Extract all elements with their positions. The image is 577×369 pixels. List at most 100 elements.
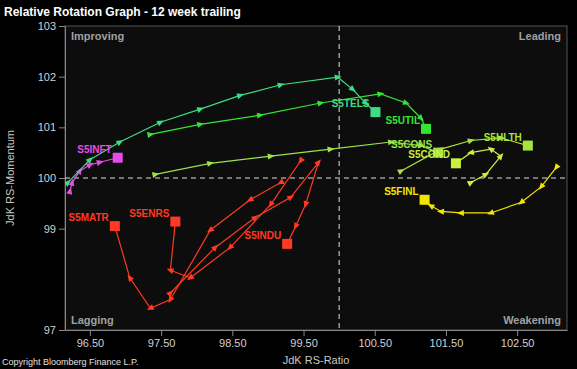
trail-point	[205, 226, 214, 235]
trail-line	[70, 158, 118, 191]
plot-area	[65, 26, 567, 330]
trail-point	[466, 149, 474, 156]
trail-point	[146, 304, 155, 312]
series-label: S5FINL	[384, 186, 418, 197]
trail-point	[86, 155, 95, 164]
trail-point	[96, 158, 104, 166]
current-point	[110, 221, 120, 231]
reference-line-y	[65, 178, 567, 179]
trail-point	[467, 178, 476, 187]
trail-point	[291, 222, 299, 231]
trail-point	[317, 99, 325, 106]
current-point	[170, 217, 180, 227]
trail-line	[68, 77, 376, 182]
series-label: S5COND	[408, 149, 450, 160]
trail-point	[116, 137, 125, 146]
y-axis-tick-mark	[59, 229, 65, 230]
trail-point	[334, 74, 342, 81]
current-point	[370, 107, 380, 117]
x-axis-tick-mark	[232, 330, 233, 336]
trail-point	[314, 157, 323, 166]
trail-point	[277, 81, 285, 89]
y-axis-tick-mark	[59, 77, 65, 78]
trail-point	[207, 160, 215, 167]
quadrant-label: Improving	[71, 30, 124, 42]
x-axis-tick-mark	[446, 330, 447, 336]
trail-point	[211, 242, 220, 251]
y-axis-tick: 103	[38, 20, 65, 32]
trail-point	[348, 85, 357, 94]
trail-line	[150, 94, 426, 135]
y-axis-tick-label: 101	[38, 121, 56, 133]
x-axis-tick-mark	[304, 330, 305, 336]
trail-point	[125, 273, 134, 282]
series-labels: S5INFTS5TELSS5UTILS5CONSS5CONDS5HLTHS5FI…	[68, 98, 521, 241]
trail-point	[486, 209, 495, 217]
y-axis-tick-label: 103	[38, 20, 56, 32]
trail-point	[551, 163, 560, 172]
trail-point	[147, 131, 155, 138]
x-axis-tick: 100.50	[358, 330, 392, 349]
x-axis-tick: 97.50	[148, 330, 176, 349]
quadrant-label: Weakening	[503, 314, 561, 326]
trail-point	[225, 243, 234, 252]
y-axis-tick-mark	[59, 26, 65, 27]
trail-point	[197, 121, 205, 128]
x-axis-tick-label: 100.50	[358, 337, 392, 349]
x-axis-tick-label: 99.50	[290, 337, 318, 349]
y-axis-tick-label: 99	[44, 223, 56, 235]
x-axis-tick-mark	[517, 330, 518, 336]
y-axis-tick-label: 100	[38, 172, 56, 184]
trail-point	[257, 112, 265, 119]
current-point	[421, 124, 431, 134]
chart-svg: 96.50 97.50 98.50 99.50 100.50 101.50 102.50 97…	[0, 0, 577, 369]
trail-point	[156, 118, 165, 126]
x-axis: 96.50 97.50 98.50 99.50 100.50 101.50 102.50	[66, 330, 568, 349]
trail-point	[296, 157, 305, 166]
y-axis-tick: 97	[44, 324, 65, 336]
trail-point	[245, 196, 254, 205]
trail-point	[152, 171, 160, 178]
trail-line	[456, 149, 501, 182]
plot-frame	[65, 26, 567, 330]
x-axis-tick-label: 96.50	[77, 337, 105, 349]
series-group	[110, 178, 285, 312]
trail-line	[115, 183, 281, 309]
trail-point	[65, 178, 73, 187]
current-point	[282, 239, 292, 249]
y-axis-tick-mark	[59, 127, 65, 128]
trail-point	[302, 201, 310, 209]
trail-point	[287, 193, 296, 202]
series-group	[65, 74, 380, 187]
trail-point	[516, 198, 525, 207]
x-axis-tick: 99.50	[290, 330, 318, 349]
series-label: S5TELS	[332, 98, 370, 109]
x-axis-tick: 96.50	[77, 330, 105, 349]
y-axis-tick-label: 102	[38, 71, 56, 83]
x-axis-tick: 98.50	[219, 330, 247, 349]
trail-point	[166, 266, 175, 274]
series-group	[451, 144, 506, 186]
current-point	[113, 153, 123, 163]
series-label: S5INFT	[77, 144, 111, 155]
trail-point	[185, 274, 194, 283]
trail-point	[497, 151, 506, 160]
series-label: S5MATR	[68, 212, 109, 223]
quadrant-label: Leading	[519, 30, 561, 42]
y-axis-title: JdK RS-Momentum	[4, 130, 16, 226]
series-label: S5CONS	[391, 139, 432, 150]
chart-title: Relative Rotation Graph - 12 week traili…	[4, 5, 241, 19]
series-group	[147, 90, 431, 138]
x-axis-tick-label: 102.50	[501, 337, 535, 349]
y-axis-tick: 99	[44, 223, 65, 235]
series-group	[420, 163, 561, 217]
y-axis-tick-mark	[59, 330, 65, 331]
series-group	[166, 157, 323, 297]
series-label: S5ENRS	[129, 208, 169, 219]
x-axis-tick-label: 101.50	[430, 337, 464, 349]
x-axis-title: JdK RS-Ratio	[283, 354, 350, 366]
trail-point	[457, 210, 464, 216]
x-axis-tick-mark	[90, 330, 91, 336]
current-point	[420, 195, 430, 205]
background	[0, 0, 577, 369]
